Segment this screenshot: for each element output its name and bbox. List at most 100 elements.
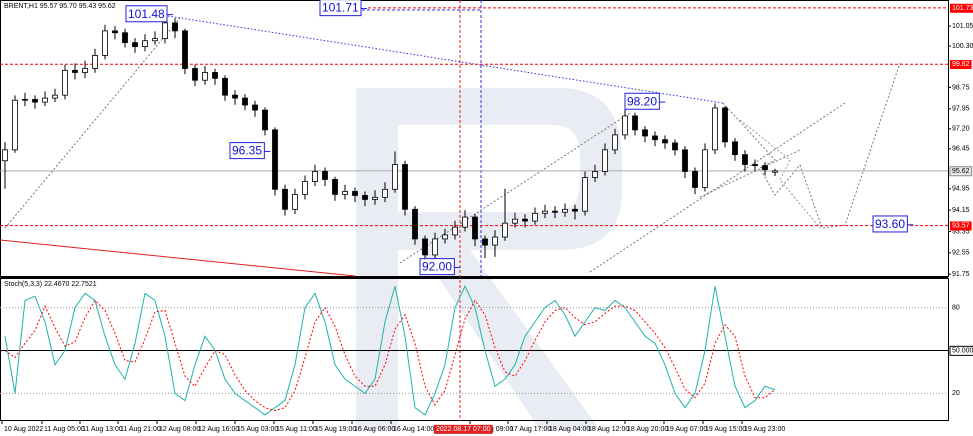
- candle-body: [282, 188, 288, 210]
- candle-body: [292, 193, 298, 210]
- y-tick-label: 94.15: [952, 207, 970, 214]
- label-box: [950, 60, 972, 70]
- candle-body: [142, 40, 148, 48]
- x-tick-label: 15 Aug 03:00: [237, 426, 278, 433]
- candle-body: [62, 69, 68, 96]
- candle-body: [632, 115, 638, 131]
- candle-body: [382, 188, 388, 198]
- x-tick-label: 15 Aug 11:00: [276, 426, 317, 433]
- label-box: [624, 92, 660, 110]
- candle-body: [212, 72, 218, 79]
- candle-body: [422, 238, 428, 256]
- candle-body: [572, 208, 578, 212]
- candle-body: [182, 30, 188, 69]
- candle-body: [652, 135, 658, 141]
- level-label: 93.57: [952, 222, 970, 229]
- channel-line: [589, 102, 846, 273]
- candle-body: [92, 55, 98, 69]
- candle-body: [552, 210, 558, 213]
- candle-body: [42, 97, 48, 103]
- candle-body: [472, 216, 478, 240]
- candle-body: [702, 149, 708, 188]
- candle-body: [122, 32, 128, 44]
- level-label: 101.73: [952, 5, 973, 12]
- candle-body: [172, 22, 178, 32]
- y-tick-label: 80: [952, 304, 960, 311]
- candle-body: [642, 129, 648, 137]
- y-tick-label: 20: [952, 390, 960, 397]
- candle-body: [662, 139, 668, 144]
- x-tick-label: 18 Aug 20:00: [627, 426, 668, 433]
- candle-body: [582, 177, 588, 212]
- last-price-label: 95.62: [952, 168, 970, 175]
- price-annotation: 101.48: [128, 7, 165, 21]
- candle-body: [112, 30, 118, 34]
- cursor-label: 2022.08.17 07:00: [436, 426, 491, 433]
- candle-body: [332, 179, 338, 195]
- channel-line: [4, 17, 181, 229]
- price-annotation: 96.35: [232, 144, 262, 158]
- label-box: [949, 166, 973, 177]
- candle-body: [492, 236, 498, 246]
- y-tick-label: 101.05: [952, 23, 973, 30]
- x-tick-label: 19 Aug 23:00: [744, 426, 785, 433]
- price-annotation: 93.60: [875, 217, 905, 231]
- candle-body: [612, 134, 618, 151]
- candle-body: [322, 171, 328, 180]
- candle-body: [692, 171, 698, 188]
- x-tick-label: 16 Aug 06:00: [354, 426, 395, 433]
- price-annotation: 92.00: [422, 260, 452, 274]
- candle-body: [712, 107, 718, 151]
- label-box: [949, 345, 973, 356]
- candle-body: [192, 68, 198, 81]
- forecast-path: [722, 62, 901, 229]
- candle-body: [102, 30, 108, 56]
- candle-body: [272, 129, 278, 190]
- y-tick-label: 98.75: [952, 84, 970, 91]
- candle-body: [752, 164, 758, 166]
- candle-body: [502, 222, 508, 238]
- label-box: [950, 3, 973, 13]
- x-tick-label: 18 Aug 04:00: [549, 426, 590, 433]
- candle-body: [132, 42, 138, 48]
- candle-body: [372, 196, 378, 200]
- x-tick-label: 17 Aug 09:00: [472, 426, 513, 433]
- candle-body: [152, 38, 158, 42]
- label-box: [125, 5, 168, 23]
- candle-body: [52, 94, 58, 99]
- stoch-line: [4, 284, 776, 416]
- candle-body: [682, 149, 688, 172]
- level-label: 50.0000: [952, 347, 973, 354]
- candle-body: [402, 164, 408, 210]
- candle-body: [302, 181, 308, 195]
- candle-body: [72, 69, 78, 73]
- y-tick-label: 97.95: [952, 106, 970, 113]
- candle-body: [262, 109, 268, 131]
- candle-body: [12, 99, 18, 151]
- candle-body: [542, 210, 548, 214]
- x-tick-label: 12 Aug 16:00: [198, 426, 239, 433]
- watermark: [356, 88, 622, 430]
- y-tick-label: 94.95: [952, 186, 970, 193]
- candle-body: [592, 171, 598, 178]
- label-box: [419, 258, 455, 276]
- candle-body: [512, 218, 518, 224]
- candle-body: [392, 164, 398, 190]
- candle-body: [162, 22, 168, 40]
- candle-body: [522, 218, 528, 222]
- candle-body: [2, 149, 8, 162]
- chart-title: BRENT,H1 95.57 95.70 95.43 95.62: [4, 3, 116, 10]
- y-tick-label: 97.20: [952, 126, 970, 133]
- candle-body: [352, 191, 358, 196]
- candle-body: [222, 77, 228, 96]
- candle-body: [672, 142, 678, 151]
- x-tick-label: 15 Aug 19:00: [315, 426, 356, 433]
- stoch-line: [4, 299, 776, 412]
- candle-body: [252, 104, 258, 111]
- label-box: [434, 424, 493, 434]
- resistance-line: [167, 15, 724, 104]
- x-tick-label: 10 Aug 2022: [4, 426, 43, 433]
- candle-body: [532, 212, 538, 222]
- indicator-title: Stoch(5,3,3) 22.4670 22.7521: [4, 281, 97, 288]
